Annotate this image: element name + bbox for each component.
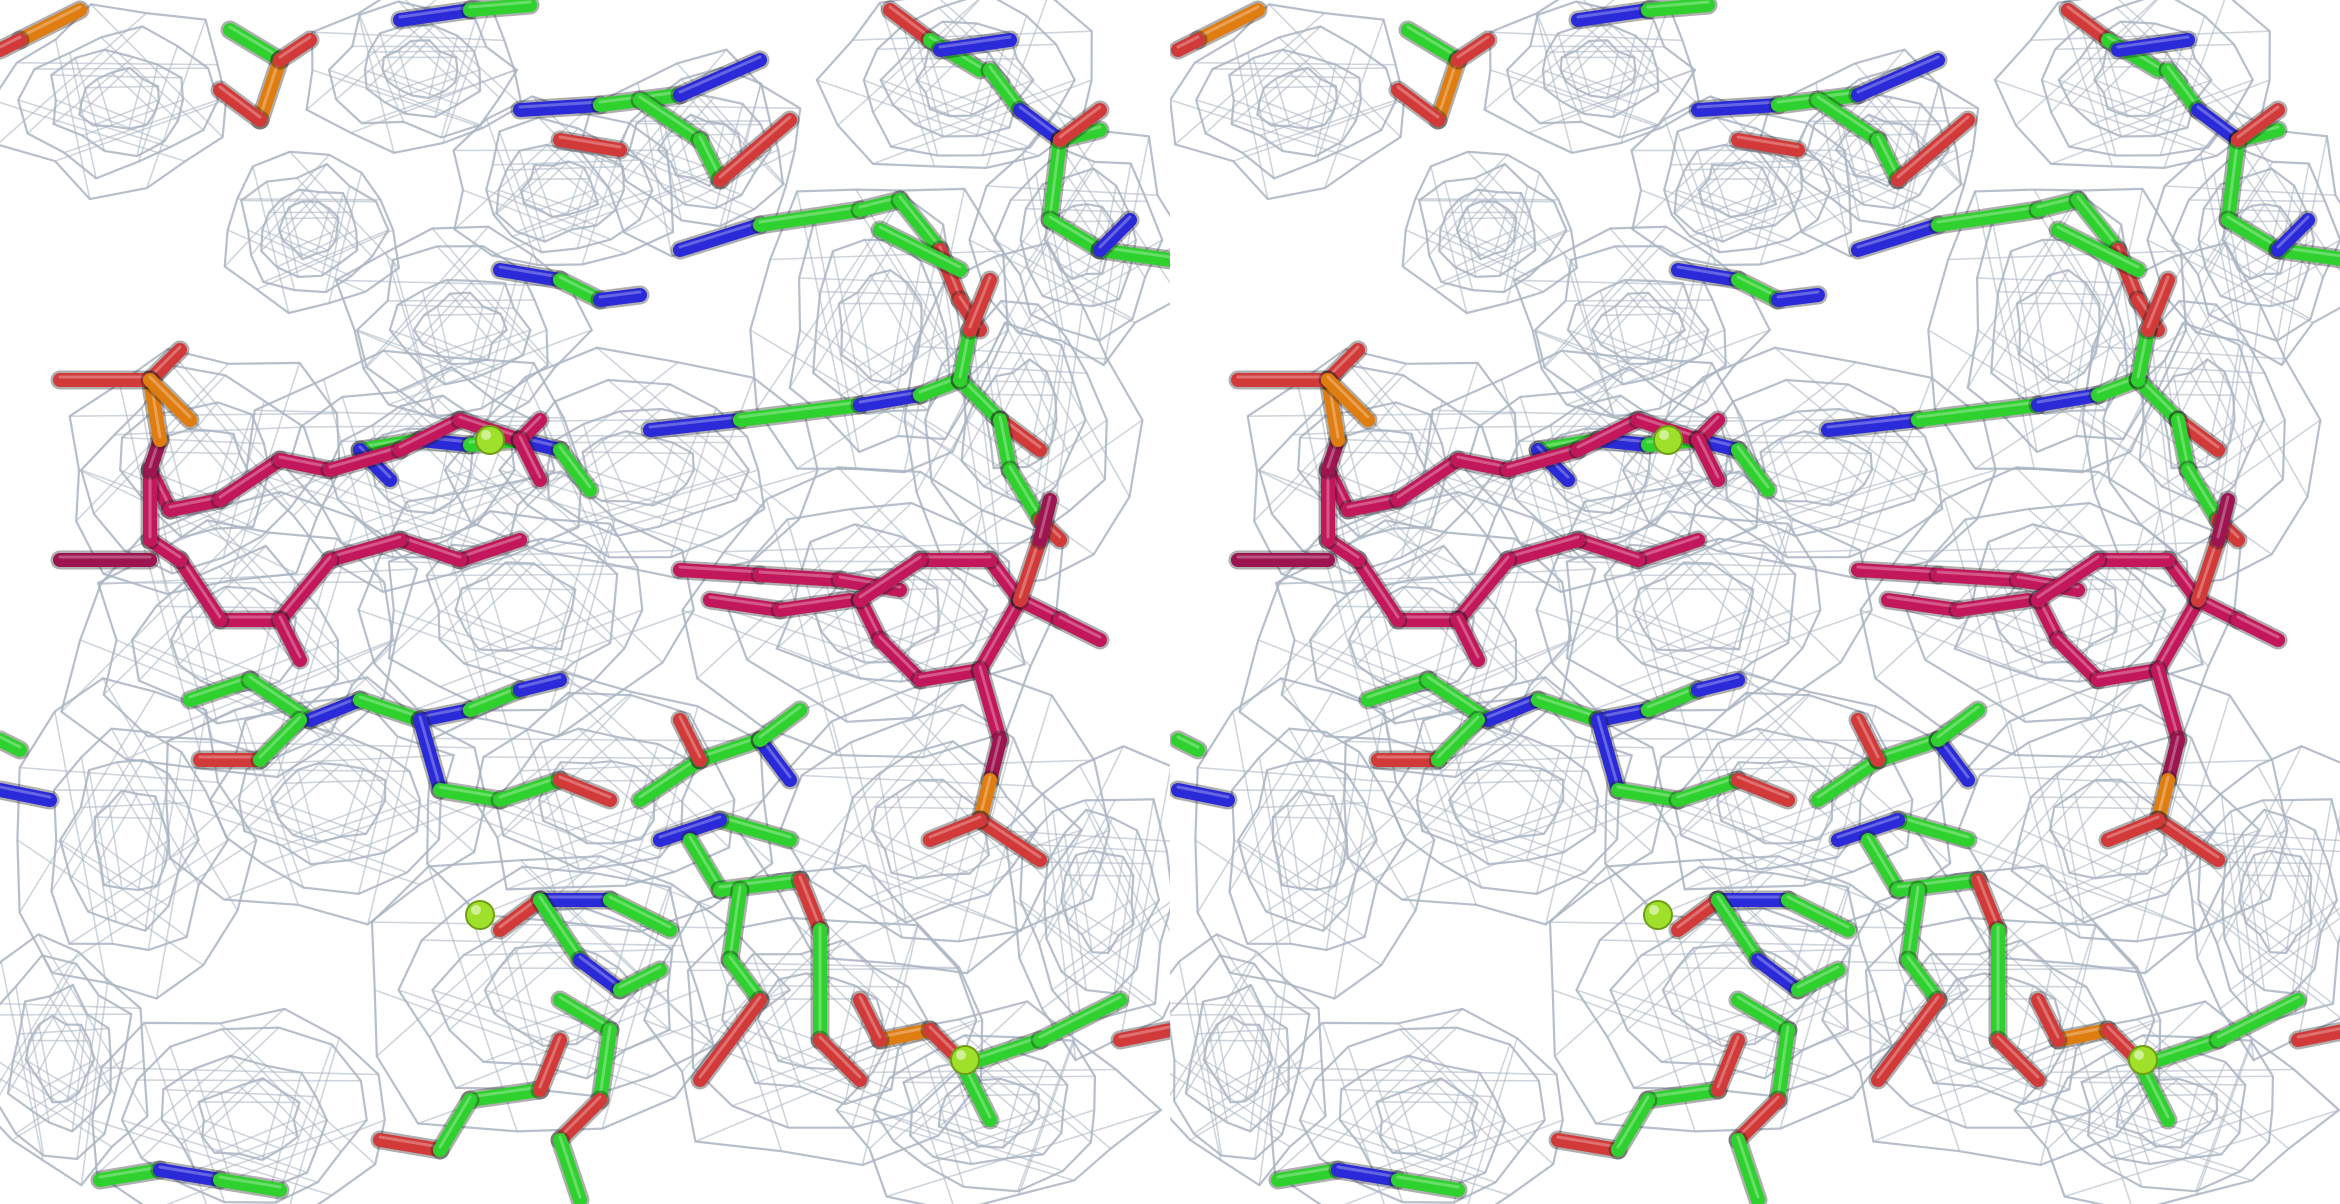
ligand-sticks: [50, 340, 1110, 870]
ion-spheres: [1643, 425, 2158, 1075]
stereo-panel-right: [1170, 0, 2340, 1204]
sphere-icon: [950, 1045, 980, 1075]
ion-spheres: [465, 425, 980, 1075]
density-mesh: [1170, 0, 2340, 1204]
electron-density-view-right: [1170, 0, 2340, 1204]
ligand-sticks: [1228, 340, 2288, 870]
stereo-panel-left: [0, 0, 1170, 1204]
sphere-icon: [1643, 900, 1673, 930]
electron-density-view-left: [0, 0, 1170, 1204]
nucleotide-sticks: [1170, 0, 2340, 1204]
sphere-icon: [1653, 425, 1683, 455]
sphere-icon: [465, 900, 495, 930]
sphere-icon: [2128, 1045, 2158, 1075]
sphere-icon: [475, 425, 505, 455]
